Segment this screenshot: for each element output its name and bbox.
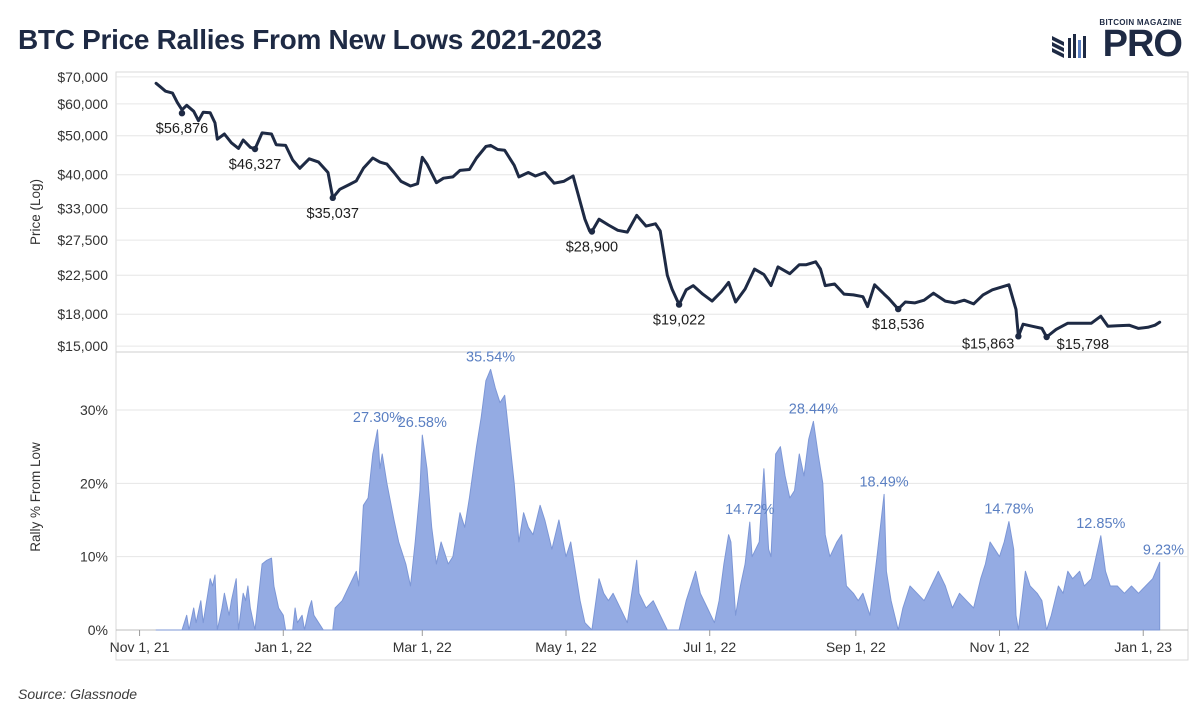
price-low-label: $15,798 (1057, 337, 1109, 353)
price-tick-label: $18,000 (57, 306, 108, 322)
rally-peak-label: 9.23% (1143, 542, 1184, 558)
price-low-point (178, 109, 186, 117)
x-axis-ticks: Nov 1, 21 Jan 1, 22 Mar 1, 22 May 1, 22 Jul … (110, 630, 1172, 655)
brand-name: BITCOIN MAGAZINE (1099, 18, 1182, 27)
y-axis-labels: Price (Log) Rally % From Low (28, 179, 43, 552)
price-line-series (154, 81, 1162, 339)
price-y-ticks: $70,000 $60,000 $50,000 $40,000 $33,000 $27,5… (57, 69, 108, 354)
price-low-point (675, 301, 683, 308)
price-tick-label: $33,000 (57, 200, 108, 216)
brand-mark-icon (1052, 34, 1086, 58)
rally-area (155, 368, 1161, 631)
rally-peak-label: 14.72% (725, 502, 774, 518)
price-tick-label: $15,000 (57, 338, 108, 354)
x-tick-label: Mar 1, 22 (393, 639, 452, 655)
price-low-point (329, 194, 336, 202)
price-tick-label: $50,000 (57, 128, 108, 144)
rally-tick-label: 30% (80, 402, 108, 418)
rally-grid (116, 409, 1188, 558)
rally-tick-label: 20% (80, 475, 108, 491)
rally-y-ticks: 0% 10% 20% 30% (80, 402, 108, 638)
x-tick-label: Sep 1, 22 (826, 639, 886, 655)
chart-title: BTC Price Rallies From New Lows 2021-202… (18, 24, 602, 55)
price-low-label: $46,327 (229, 157, 281, 173)
x-tick-label: Nov 1, 22 (970, 639, 1030, 655)
price-low-point (1015, 333, 1022, 340)
price-low-label: $18,536 (872, 317, 924, 333)
price-axis-title: Price (Log) (28, 179, 43, 245)
price-grid (116, 76, 1188, 347)
price-low-point (251, 145, 259, 153)
rally-peak-label: 35.54% (466, 349, 515, 365)
price-low-label: $19,022 (653, 313, 705, 329)
rally-annotations: 27.30%26.58% 35.54% 14.72% 28.44% 18.49% 14.7… (353, 349, 1184, 558)
price-low-label: $28,900 (566, 239, 618, 255)
brand-pro: PRO (1102, 23, 1183, 65)
rally-tick-label: 0% (88, 622, 108, 638)
rally-peak-label: 28.44% (789, 401, 838, 417)
source-note: Source: Glassnode (18, 686, 138, 702)
price-tick-label: $40,000 (57, 167, 108, 183)
x-tick-label: Jul 1, 22 (683, 639, 736, 655)
price-low-point (895, 305, 902, 313)
price-low-point (1043, 333, 1050, 341)
price-low-label: $56,876 (156, 121, 208, 137)
x-tick-label: Nov 1, 21 (110, 639, 170, 655)
price-low-label: $15,863 (962, 336, 1014, 352)
x-tick-label: Jan 1, 22 (254, 639, 312, 655)
x-tick-label: Jan 1, 23 (1114, 639, 1172, 655)
rally-peak-label: 18.49% (859, 474, 908, 490)
price-annotations: $56,876 $46,327 $35,037 $28,900 $19,022 $18,5… (156, 109, 1109, 353)
rally-tick-label: 10% (80, 549, 108, 565)
price-low-label: $35,037 (307, 206, 359, 222)
rally-area-series (155, 368, 1161, 631)
price-tick-label: $70,000 (57, 69, 108, 85)
brand-logo: BITCOIN MAGAZINE PRO (1052, 18, 1183, 66)
price-low-point (588, 228, 596, 235)
rally-peak-label: 27.30% (353, 410, 402, 426)
price-tick-label: $60,000 (57, 96, 108, 112)
price-tick-label: $27,500 (57, 232, 108, 248)
x-tick-label: May 1, 22 (535, 639, 597, 655)
rally-axis-title: Rally % From Low (28, 442, 43, 552)
price-tick-label: $22,500 (57, 267, 108, 283)
rally-peak-label: 12.85% (1076, 516, 1125, 532)
plot-border (115, 71, 1189, 661)
price-line (154, 81, 1162, 339)
rally-peak-label: 14.78% (984, 502, 1033, 518)
rally-peak-label: 26.58% (398, 415, 447, 431)
chart-canvas: $70,000 $60,000 $50,000 $40,000 $33,000 $27,5… (28, 69, 1189, 661)
